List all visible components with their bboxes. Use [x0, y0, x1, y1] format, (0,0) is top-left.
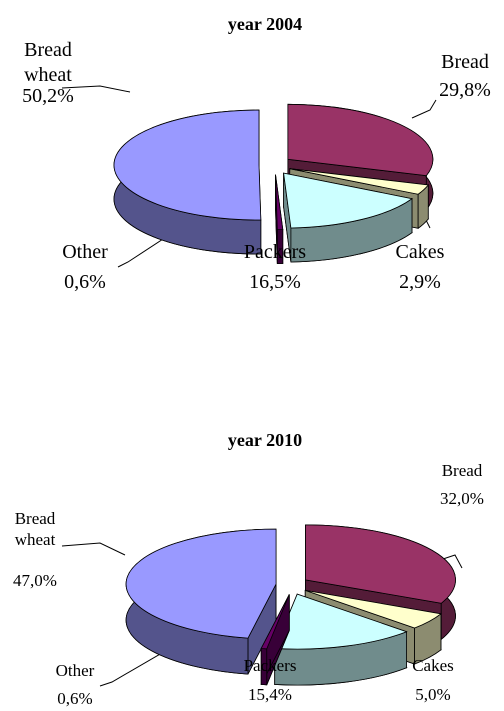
category-label: Bread wheat [14, 509, 56, 550]
value-label: 47,0% [13, 571, 57, 590]
chart-title: year 2004 [227, 14, 303, 34]
category-label: Cakes [412, 656, 454, 675]
slice [260, 594, 290, 650]
leader-line [61, 85, 131, 93]
slice [287, 103, 434, 177]
category-label: Cakes [395, 241, 445, 263]
value-label: 0,6% [57, 689, 93, 708]
category-label: Packers [243, 241, 307, 263]
value-label: 16,5% [249, 271, 301, 293]
value-label: 0,6% [64, 271, 106, 293]
slice [305, 524, 456, 604]
slice [125, 528, 277, 639]
category-label: Bread wheat [24, 39, 72, 86]
value-label: 5,0% [415, 685, 451, 704]
leader-line [411, 99, 437, 119]
category-label: Packers [243, 656, 297, 675]
slice [275, 174, 284, 230]
value-label: 29,8% [439, 79, 491, 101]
chart-title: year 2010 [227, 430, 303, 450]
category-label: Bread [441, 51, 489, 73]
leader-line [61, 542, 126, 556]
value-label: 50,2% [22, 85, 74, 107]
slice [289, 168, 430, 195]
category-label: Other [55, 661, 95, 680]
category-label: Bread [441, 461, 483, 480]
slice [283, 172, 413, 229]
slice [274, 593, 408, 650]
value-label: 2,9% [399, 271, 441, 293]
slice [305, 590, 442, 629]
value-label: 32,0% [440, 489, 484, 508]
slice [113, 109, 262, 221]
leader-line [439, 554, 463, 569]
category-label: Other [62, 241, 108, 263]
value-label: 15,4% [248, 685, 292, 704]
